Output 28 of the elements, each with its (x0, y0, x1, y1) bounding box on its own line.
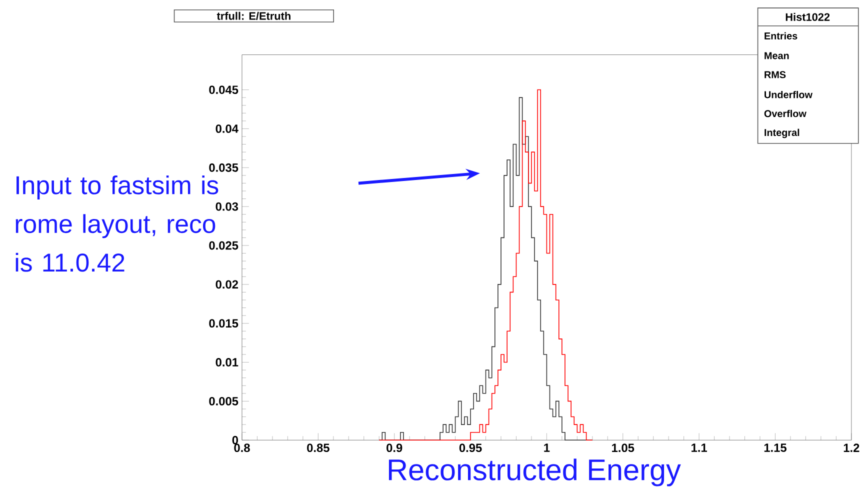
y-tick-label: 0.01 (216, 358, 238, 367)
y-tick-label: 0.005 (209, 397, 238, 406)
y-tick-label: 0.04 (216, 124, 238, 133)
y-tick-label: 0.015 (209, 319, 238, 328)
x-tick-label: 1.15 (764, 444, 786, 452)
annotation: Overflow (764, 110, 806, 118)
y-tick-label: 0.045 (209, 86, 238, 94)
x-tick-label: 1 (544, 444, 550, 452)
x-tick-label: 0.9 (386, 444, 402, 452)
x-tick-label: 0.8 (234, 444, 250, 452)
x-tick-label: 1.2 (844, 444, 860, 452)
chart-title: trfull: E/Etruth (216, 12, 290, 20)
annotation: Underflow (764, 91, 813, 98)
y-tick-label: 0.025 (209, 241, 238, 250)
annotation: Mean (764, 52, 789, 60)
y-tick-label: 0 (232, 436, 238, 444)
y-tick-label: 0.02 (216, 280, 238, 289)
x-tick-label: 0.95 (459, 444, 482, 452)
x-axis-title: Reconstructed Energy (388, 458, 681, 486)
text: Entries (764, 32, 798, 40)
x-tick-label: 1.05 (612, 444, 634, 452)
y-tick-label: 0.03 (216, 202, 238, 211)
y-tick-label: 0.035 (209, 163, 238, 172)
annotation: RMS (764, 71, 786, 78)
x-tick-label: 0.85 (307, 444, 330, 452)
text: Hist1022 (786, 12, 830, 21)
x-tick-label: 1.1 (692, 444, 707, 452)
annotation: Integral (764, 128, 800, 138)
